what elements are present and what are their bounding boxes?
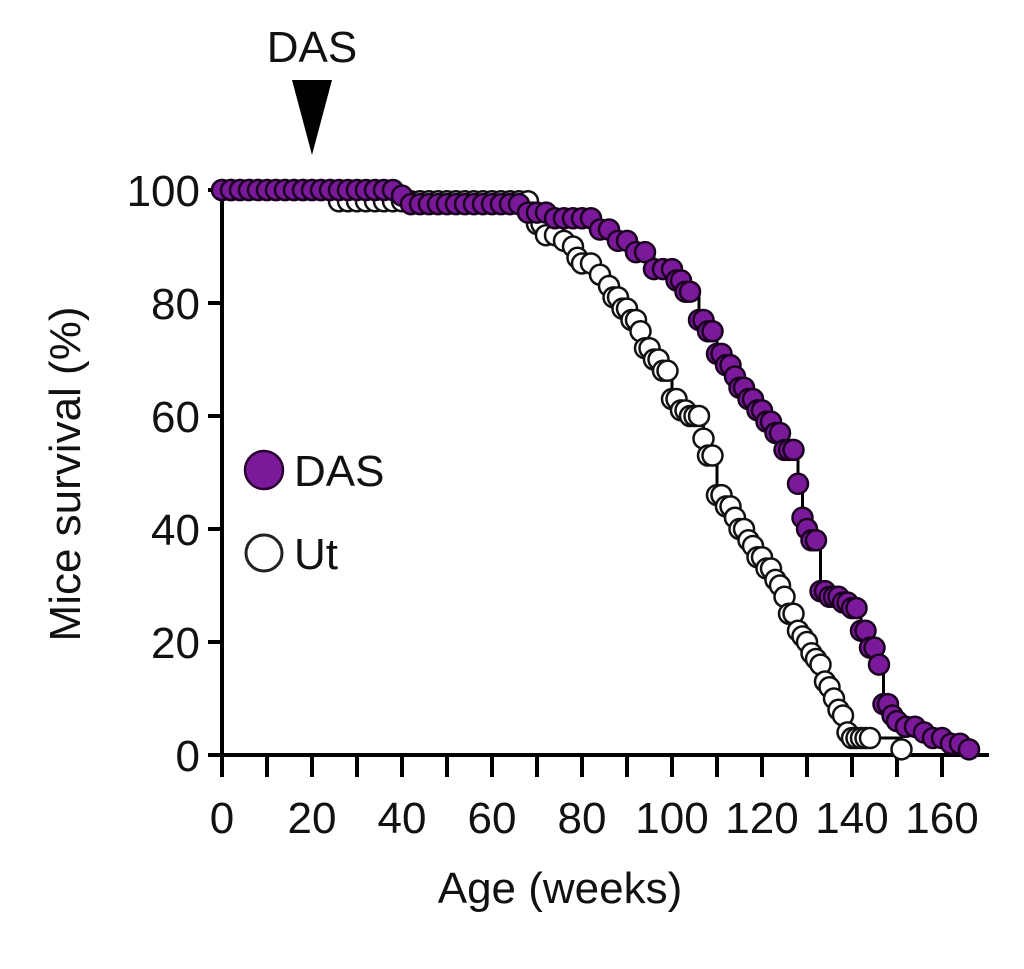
data-point xyxy=(701,444,724,467)
data-point xyxy=(867,653,891,676)
y-axis-title: Mice survival (%) xyxy=(41,307,90,642)
data-point xyxy=(890,738,913,761)
y-tick-label: 40 xyxy=(151,506,200,555)
legend-das-label: DAS xyxy=(294,447,384,496)
x-tick-label: 40 xyxy=(378,794,427,843)
y-tick-label: 100 xyxy=(127,167,200,216)
x-tick-label: 100 xyxy=(635,794,708,843)
data-point xyxy=(804,529,828,552)
legend: DAS Ut xyxy=(243,447,384,579)
data-point xyxy=(701,320,724,343)
x-ticks: 0 20 40 60 80 100 120 140 160 xyxy=(210,755,979,843)
x-tick-label: 120 xyxy=(725,794,798,843)
data-point xyxy=(786,472,810,496)
legend-ut-label: Ut xyxy=(294,530,338,579)
data-point xyxy=(858,726,882,750)
y-tick-label: 0 xyxy=(176,732,200,781)
data-point xyxy=(656,359,679,383)
y-tick-label: 20 xyxy=(151,619,200,668)
y-tick-label: 60 xyxy=(151,393,200,442)
data-point xyxy=(633,240,657,264)
down-triangle-icon xyxy=(292,80,332,155)
series-das xyxy=(210,178,981,761)
legend-item-ut: Ut xyxy=(244,530,338,579)
x-axis-title: Age (weeks) xyxy=(438,864,683,913)
annotation-label: DAS xyxy=(267,23,357,72)
legend-das-marker-icon xyxy=(243,449,285,491)
x-tick-label: 160 xyxy=(905,794,978,843)
legend-ut-marker-icon xyxy=(244,533,284,573)
data-point xyxy=(687,404,711,428)
y-tick-label: 80 xyxy=(151,280,200,329)
data-point xyxy=(678,280,702,303)
data-point xyxy=(957,738,981,761)
x-tick-label: 0 xyxy=(210,794,234,843)
data-point xyxy=(845,596,868,620)
x-tick-label: 60 xyxy=(468,794,517,843)
y-ticks: 0 20 40 60 80 100 xyxy=(127,167,222,781)
treatment-annotation: DAS xyxy=(267,23,357,155)
x-tick-label: 140 xyxy=(815,794,888,843)
legend-item-das: DAS xyxy=(243,447,384,496)
data-point xyxy=(782,438,805,462)
x-tick-label: 80 xyxy=(558,794,607,843)
x-tick-label: 20 xyxy=(288,794,337,843)
